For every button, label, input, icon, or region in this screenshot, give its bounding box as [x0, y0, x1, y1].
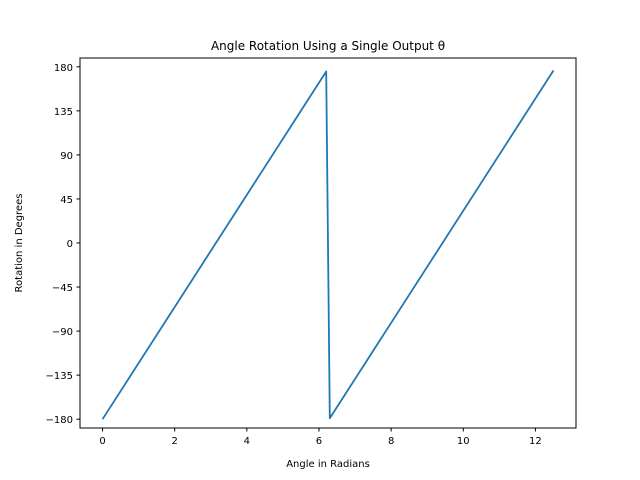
y-tick-label: 45	[60, 195, 73, 206]
y-tick-label: 0	[67, 239, 73, 250]
y-tick-label: −45	[52, 283, 73, 294]
y-tick-label: 180	[54, 63, 73, 74]
x-tick-label: 0	[99, 436, 105, 447]
y-tick-label: −90	[52, 327, 73, 338]
chart-title: Angle Rotation Using a Single Output θ	[211, 39, 445, 53]
x-axis-label: Angle in Radians	[286, 459, 370, 470]
x-tick-label: 2	[172, 436, 178, 447]
x-axis: 0 2 4 6 8 10 12	[99, 428, 542, 447]
y-tick-label: 135	[54, 107, 73, 118]
y-tick-label: −135	[46, 371, 73, 382]
y-tick-label: −180	[46, 415, 73, 426]
y-tick-label: 90	[60, 151, 73, 162]
y-axis: −180 −135 −90 −45 0 45 90 135 180	[46, 63, 80, 426]
x-tick-label: 10	[457, 436, 470, 447]
x-tick-label: 6	[316, 436, 322, 447]
y-axis-label: Rotation in Degrees	[14, 194, 25, 293]
x-tick-label: 8	[388, 436, 394, 447]
plot-frame	[79, 57, 577, 429]
x-tick-label: 12	[529, 436, 542, 447]
series-layer	[101, 70, 555, 420]
x-tick-label: 4	[244, 436, 250, 447]
series-line	[101, 70, 555, 420]
